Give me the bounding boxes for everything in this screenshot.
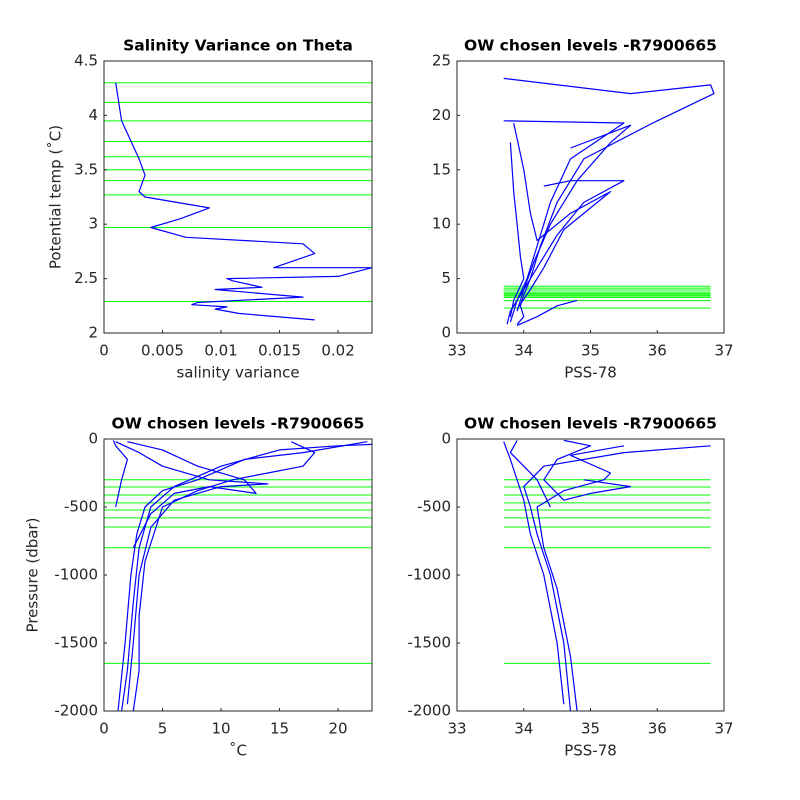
y-tick-label: 2: [88, 324, 98, 342]
x-axis-label: salinity variance: [176, 364, 299, 382]
profile-line: [112, 440, 129, 508]
x-tick-label: 35: [581, 342, 600, 360]
x-axis-label: PSS-78: [564, 742, 617, 760]
y-tick-label: -1000: [54, 566, 98, 584]
profile-line: [503, 77, 715, 325]
y-axis-label: Potential temp (˚C): [47, 125, 65, 269]
profile-line: [503, 441, 565, 705]
chart-title: OW chosen levels -R7900665: [464, 37, 717, 55]
y-tick-label: 0: [88, 430, 98, 448]
chart-title: OW chosen levels -R7900665: [112, 415, 365, 433]
y-tick-label: 0: [441, 324, 451, 342]
y-tick-label: 3.5: [74, 160, 98, 178]
chart-title: OW chosen levels -R7900665: [464, 415, 717, 433]
x-tick-label: 37: [714, 342, 733, 360]
x-tick-label: 36: [648, 342, 667, 360]
x-tick-label: 0.01: [204, 342, 237, 360]
y-tick-label: 10: [432, 215, 451, 233]
x-tick-label: 37: [714, 720, 733, 738]
y-tick-label: 5: [441, 269, 451, 287]
x-tick-label: 33: [447, 342, 466, 360]
x-tick-label: 0.02: [321, 342, 354, 360]
x-tick-label: 5: [158, 720, 168, 738]
profile-line: [117, 441, 368, 712]
x-tick-label: 0: [99, 342, 109, 360]
profile-line: [127, 441, 257, 549]
y-tick-label: 4: [88, 106, 98, 124]
profile-line: [523, 445, 711, 712]
y-tick-label: 4.5: [74, 52, 98, 70]
profile-line: [506, 124, 632, 325]
x-tick-label: 10: [211, 720, 230, 738]
y-tick-label: 25: [432, 52, 451, 70]
y-tick-label: 0: [441, 430, 451, 448]
x-tick-label: 0.015: [258, 342, 301, 360]
x-tick-label: 35: [581, 720, 600, 738]
x-tick-label: 36: [648, 720, 667, 738]
profile-line: [132, 441, 316, 712]
profile-line: [516, 299, 578, 326]
profile-line: [115, 441, 269, 705]
profile-line: [509, 440, 551, 508]
y-tick-label: -2000: [54, 702, 98, 720]
x-tick-label: 20: [329, 720, 348, 738]
profile-line: [121, 443, 373, 712]
axes-box: [103, 60, 373, 334]
y-tick-label: -2000: [407, 702, 451, 720]
x-tick-label: 34: [514, 720, 533, 738]
x-tick-label: 34: [514, 342, 533, 360]
x-tick-label: 0.005: [141, 342, 184, 360]
x-axis-label: PSS-78: [564, 364, 617, 382]
chart-title: Salinity Variance on Theta: [123, 37, 353, 55]
y-tick-label: 20: [432, 106, 451, 124]
profile-line: [513, 122, 612, 310]
y-tick-label: -1000: [407, 566, 451, 584]
x-axis-label: ˚C: [229, 742, 247, 760]
y-tick-label: 3: [88, 215, 98, 233]
profile-line: [509, 142, 525, 317]
y-tick-label: 15: [432, 160, 451, 178]
profile-line: [543, 439, 632, 501]
profile-line: [516, 180, 625, 312]
y-axis-label: Pressure (dbar): [24, 518, 42, 633]
y-tick-label: 2.5: [74, 269, 98, 287]
profile-line: [536, 445, 625, 712]
x-tick-label: 15: [270, 720, 289, 738]
y-tick-label: -500: [64, 498, 98, 516]
y-tick-label: -500: [417, 498, 451, 516]
y-tick-label: -1500: [54, 634, 98, 652]
x-tick-label: 0: [99, 720, 109, 738]
y-tick-label: -1500: [407, 634, 451, 652]
x-tick-label: 33: [447, 720, 466, 738]
profile-line: [115, 82, 373, 321]
